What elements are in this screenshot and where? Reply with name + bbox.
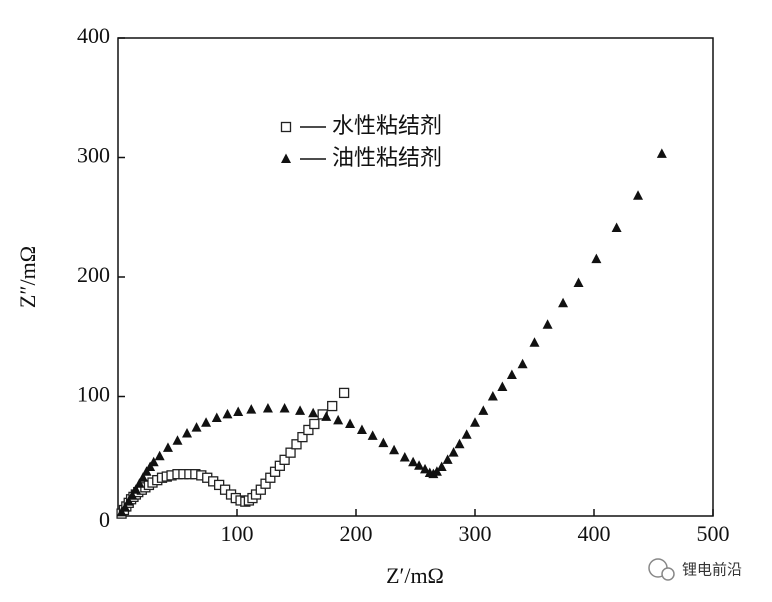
triangle-marker [130,484,141,494]
triangle-marker [478,405,489,415]
triangle-marker [162,442,173,452]
triangle-marker [497,381,508,391]
square-marker [309,418,320,430]
x-tick-label: 200 [340,521,373,546]
triangle-marker [262,402,273,413]
y-tick-label: 100 [77,382,110,407]
square-marker [279,454,290,465]
triangle-marker [367,430,378,440]
triangle-marker [281,153,291,163]
triangle-marker [182,428,193,438]
x-tick-label: 100 [221,521,254,546]
square-marker [291,439,302,450]
y-tick-label: 200 [77,262,110,287]
triangle-marker [506,369,517,379]
y-tick-label: 0 [99,507,110,532]
y-tick-label: 400 [77,23,110,48]
triangle-marker [308,407,319,418]
triangle-marker [389,444,400,455]
x-tick-label: 300 [459,521,492,546]
triangle-marker [454,438,465,449]
triangle-marker [222,408,233,419]
triangle-marker [137,472,148,482]
triangle-marker [246,404,257,414]
triangle-marker [461,429,472,439]
triangle-marker [431,466,442,476]
triangle-marker [134,478,145,488]
x-tick-label: 500 [697,521,730,546]
square-marker [303,424,314,436]
triangle-marker [517,358,528,369]
triangle-marker [116,506,127,517]
square-marker [285,447,296,458]
triangle-marker [141,466,152,476]
triangle-marker [321,411,332,421]
y-tick-label: 300 [77,143,110,168]
triangle-marker [279,402,290,413]
triangle-marker [470,417,480,427]
triangle-marker [656,148,667,158]
triangle-marker [448,447,459,457]
triangle-marker [399,451,410,462]
triangle-marker [442,454,453,464]
legend-label: 水性粘结剂 [332,114,442,139]
triangle-marker [154,450,165,461]
triangle-marker [201,417,212,427]
triangle-marker [233,406,244,417]
triangle-marker [408,456,419,467]
triangle-marker [145,461,156,472]
plot-frame [117,37,714,517]
triangle-marker [148,456,159,467]
triangle-marker [211,412,222,423]
triangle-marker [123,496,134,506]
square-marker [297,431,308,443]
triangle-marker [120,502,131,512]
triangle-marker [542,319,553,329]
triangle-marker [414,460,425,470]
square-marker [338,387,350,399]
triangle-marker [345,418,356,428]
square-marker [327,400,338,412]
triangle-marker [487,391,498,401]
triangle-marker [591,253,602,264]
legend-label: 油性粘结剂 [332,146,442,171]
triangle-marker [558,297,569,308]
triangle-marker [633,190,644,200]
triangle-marker [172,435,183,445]
triangle-marker [436,461,447,472]
triangle-marker [611,222,622,233]
triangle-marker [333,414,344,425]
triangle-marker [127,490,138,500]
y-axis-label: Z″/mΩ [15,246,40,308]
watermark-icon [648,558,675,581]
watermark: 锂电前沿 [682,561,742,579]
triangle-marker [420,463,431,474]
triangle-marker [356,424,367,434]
x-axis-label: Z′/mΩ [386,563,444,588]
triangle-marker [295,405,306,415]
triangle-marker [378,437,389,448]
triangle-marker [191,422,202,432]
triangle-marker [529,337,540,347]
x-tick-label: 400 [578,521,611,546]
triangle-marker [573,277,584,287]
square-marker [280,121,292,133]
